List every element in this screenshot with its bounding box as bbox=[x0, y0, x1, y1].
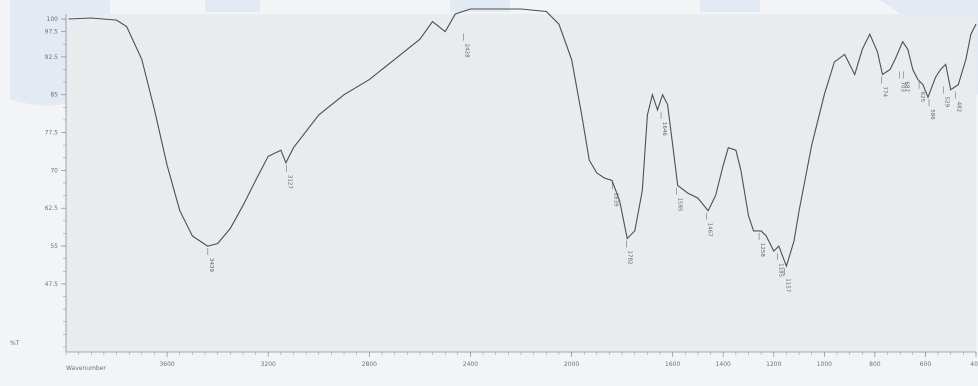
x-tick-label: 3200 bbox=[261, 361, 276, 368]
peak-label: 1782 bbox=[627, 250, 633, 264]
peak-label: 1467 bbox=[706, 223, 712, 237]
peak-label: 1258 bbox=[759, 243, 765, 257]
x-tick-label: 400 bbox=[970, 361, 978, 368]
peak-label: 625 bbox=[919, 92, 925, 103]
y-tick-label: 55 bbox=[50, 243, 58, 250]
peak-label: 1585 bbox=[676, 198, 682, 212]
x-tick-label: 2800 bbox=[362, 361, 377, 368]
x-tick-label: 1600 bbox=[665, 361, 680, 368]
peak-label: 703 bbox=[899, 81, 905, 92]
y-tick-label: 100 bbox=[47, 16, 59, 23]
peak-label: 1185 bbox=[778, 263, 784, 277]
y-tick-label: 62.5 bbox=[45, 205, 59, 212]
peak-label: 529 bbox=[943, 97, 949, 108]
peak-label: 3439 bbox=[208, 258, 214, 272]
peak-label: 2428 bbox=[463, 44, 469, 58]
y-tick-label: 85 bbox=[50, 92, 58, 99]
peak-label: 687 bbox=[903, 81, 909, 92]
spectrum-trace bbox=[68, 8, 977, 268]
peak-label: 1646 bbox=[661, 122, 667, 136]
peak-label: 774 bbox=[881, 87, 887, 98]
x-tick-label: 2400 bbox=[463, 361, 478, 368]
x-tick-label: 600 bbox=[920, 361, 932, 368]
x-tick-label: 800 bbox=[869, 361, 881, 368]
peak-label: 586 bbox=[929, 109, 935, 120]
x-tick-label: 1200 bbox=[766, 361, 781, 368]
y-tick-label: 77.5 bbox=[45, 130, 59, 137]
peak-label: 1839 bbox=[612, 192, 618, 206]
y-tick-label: 97.5 bbox=[45, 29, 59, 36]
peak-label: 482 bbox=[955, 102, 961, 113]
x-tick-label: 3600 bbox=[159, 361, 174, 368]
x-tick-label: 2000 bbox=[564, 361, 579, 368]
x-tick-label: 1400 bbox=[716, 361, 731, 368]
x-tick-label: 1000 bbox=[817, 361, 832, 368]
y-axis-label: %T bbox=[10, 340, 20, 347]
peak-label: 3127 bbox=[287, 175, 293, 189]
x-axis-label: Wavenumber bbox=[66, 365, 106, 372]
y-tick-label: 92.5 bbox=[45, 54, 59, 61]
plot-area bbox=[66, 14, 976, 352]
y-tick-label: 70 bbox=[50, 167, 58, 174]
peak-label: 1157 bbox=[785, 278, 791, 292]
y-tick-label: 47.5 bbox=[45, 281, 59, 288]
